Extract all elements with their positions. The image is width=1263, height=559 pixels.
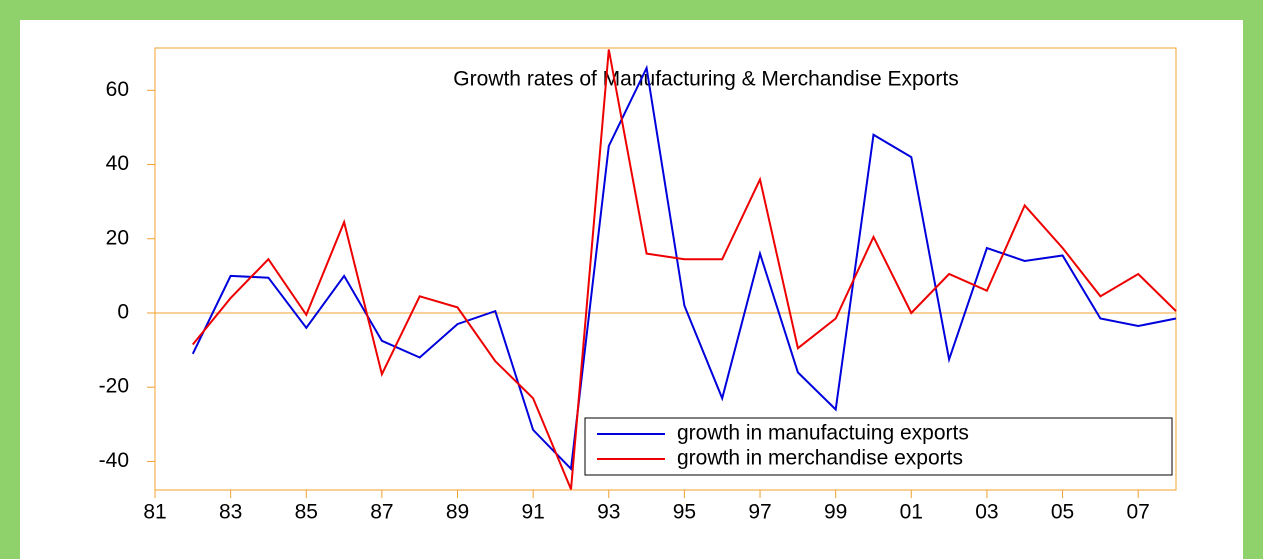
x-tick-label: 97	[748, 501, 771, 524]
x-tick-label: 85	[295, 501, 318, 524]
x-tick-label: 05	[1051, 501, 1074, 524]
x-tick-label: 95	[673, 501, 696, 524]
x-tick-label: 99	[824, 501, 847, 524]
y-tick-label: -20	[99, 375, 129, 398]
x-tick-label: 93	[597, 501, 620, 524]
y-tick-label: 60	[106, 78, 129, 101]
series-line	[191, 64, 1177, 472]
x-tick-label: 81	[143, 501, 166, 524]
y-tick-label: 20	[106, 226, 129, 249]
x-tick-label: 89	[446, 501, 469, 524]
y-tick-label: 0	[117, 301, 129, 324]
y-tick-label: 40	[106, 152, 129, 175]
y-tick-label: -40	[99, 449, 129, 472]
series-line	[192, 49, 1177, 490]
x-tick-label: 91	[521, 501, 544, 524]
x-tick-label: 83	[219, 501, 242, 524]
x-tick-label: 03	[975, 501, 998, 524]
legend-label: growth in manufactuing exports	[677, 422, 969, 445]
legend-box	[584, 417, 1173, 476]
x-tick-label: 01	[900, 501, 923, 524]
x-tick-label: 87	[370, 501, 393, 524]
plot-frame	[154, 47, 1177, 491]
chart-title: Growth rates of Manufacturing & Merchand…	[453, 68, 958, 91]
x-tick-label: 07	[1127, 501, 1150, 524]
legend-label: growth in merchandise exports	[677, 447, 963, 470]
